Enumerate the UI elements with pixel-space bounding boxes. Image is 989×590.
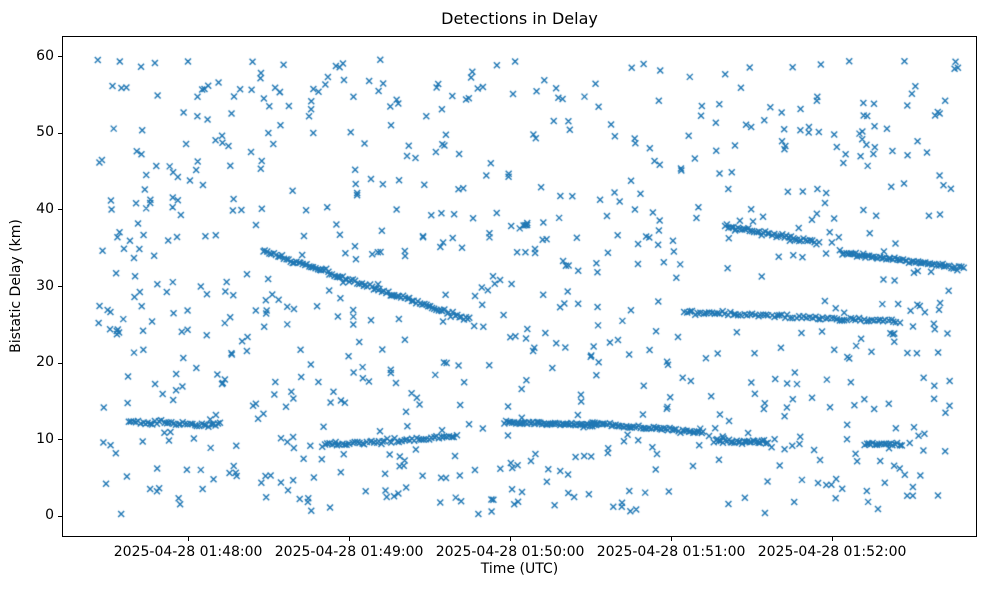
x-tick-mark [509, 537, 511, 541]
x-tick-label: 2025-04-28 01:50:00 [435, 544, 585, 560]
y-tick-mark [58, 209, 62, 211]
y-tick-mark [58, 132, 62, 134]
y-tick-mark [58, 286, 62, 287]
y-tick-label: 40 [36, 200, 54, 217]
y-tick-mark [58, 56, 62, 58]
x-tick-label: 2025-04-28 01:52:00 [757, 544, 907, 560]
y-tick-label: 0 [45, 507, 54, 524]
x-tick-mark [831, 537, 833, 541]
x-tick-label: 2025-04-28 01:51:00 [596, 544, 746, 560]
x-axis-label: Time (UTC) [480, 561, 559, 577]
chart-title: Detections in Delay [441, 9, 598, 28]
y-tick-mark [58, 515, 62, 517]
x-tick-mark [348, 537, 350, 541]
y-tick-label: 30 [36, 277, 54, 294]
y-tick-label: 50 [36, 124, 54, 141]
y-tick-mark [58, 362, 62, 364]
x-tick-label: 2025-04-28 01:48:00 [113, 544, 263, 560]
scatter-canvas [63, 37, 976, 536]
y-tick-mark [58, 439, 62, 441]
y-tick-label: 10 [36, 430, 54, 447]
x-tick-mark [187, 537, 189, 541]
y-tick-label: 60 [36, 47, 54, 64]
y-tick-label: 20 [36, 354, 54, 371]
x-tick-mark [670, 537, 672, 541]
x-tick-label: 2025-04-28 01:49:00 [274, 544, 424, 560]
plot-area [62, 36, 977, 537]
